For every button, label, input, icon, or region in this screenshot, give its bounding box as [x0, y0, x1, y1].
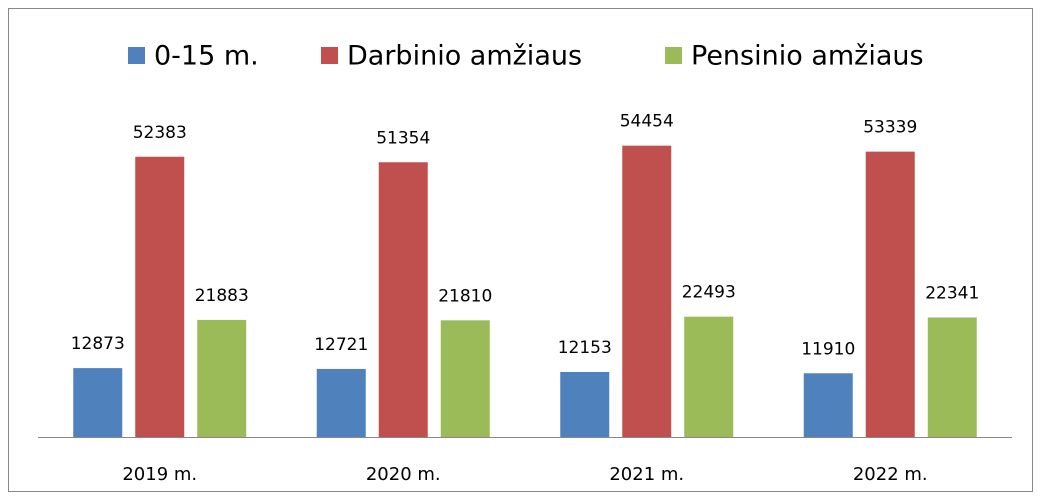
- bar: [197, 319, 247, 437]
- value-label: 12153: [558, 338, 612, 358]
- bar: [865, 151, 915, 437]
- x-tick-label: 2022 m.: [853, 464, 928, 485]
- x-tick-label: 2020 m.: [366, 464, 441, 485]
- bar: [135, 156, 185, 437]
- x-tick-label: 2019 m.: [122, 464, 197, 485]
- bar: [73, 368, 123, 437]
- value-label: 11910: [801, 339, 855, 359]
- bar: [927, 317, 977, 437]
- bar: [622, 145, 672, 438]
- value-label: 52383: [133, 123, 187, 143]
- legend-label: 0-15 m.: [154, 41, 259, 72]
- value-label: 51354: [376, 128, 430, 148]
- value-label: 54454: [620, 112, 674, 132]
- legend-swatch: [128, 47, 145, 64]
- value-label: 12873: [71, 334, 125, 354]
- bar: [803, 373, 853, 437]
- legend-swatch: [665, 47, 682, 64]
- value-label: 22341: [925, 283, 979, 303]
- legend-swatch: [321, 47, 338, 64]
- bar: [378, 162, 428, 437]
- bar: [684, 316, 734, 437]
- bar: [316, 368, 366, 437]
- bar: [440, 320, 490, 437]
- value-label: 22493: [682, 283, 736, 303]
- value-label: 21883: [195, 286, 249, 306]
- legend-label: Pensinio amžiaus: [691, 41, 924, 72]
- value-label: 21810: [438, 286, 492, 306]
- x-tick-label: 2021 m.: [609, 464, 684, 485]
- value-label: 53339: [863, 118, 917, 138]
- value-label: 12721: [314, 335, 368, 355]
- legend-label: Darbinio amžiaus: [347, 41, 582, 72]
- bar: [560, 371, 610, 437]
